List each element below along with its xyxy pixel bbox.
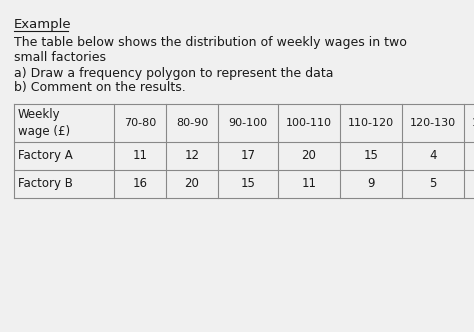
Text: 70-80: 70-80 xyxy=(124,118,156,128)
Text: 110-120: 110-120 xyxy=(348,118,394,128)
Text: 9: 9 xyxy=(367,177,375,190)
Text: 100-110: 100-110 xyxy=(286,118,332,128)
Text: 12: 12 xyxy=(184,149,200,162)
Text: 11: 11 xyxy=(301,177,317,190)
Text: 11: 11 xyxy=(133,149,147,162)
Text: a) Draw a frequency polygon to represent the data: a) Draw a frequency polygon to represent… xyxy=(14,67,334,80)
Text: b) Comment on the results.: b) Comment on the results. xyxy=(14,81,186,94)
Text: Example: Example xyxy=(14,18,72,31)
Text: 15: 15 xyxy=(364,149,378,162)
Text: 20: 20 xyxy=(301,149,317,162)
Text: 20: 20 xyxy=(184,177,200,190)
Text: 130-140: 130-140 xyxy=(472,118,474,128)
Text: The table below shows the distribution of weekly wages in two: The table below shows the distribution o… xyxy=(14,36,407,49)
Text: 17: 17 xyxy=(240,149,255,162)
Text: 15: 15 xyxy=(241,177,255,190)
Text: 80-90: 80-90 xyxy=(176,118,208,128)
Text: 16: 16 xyxy=(133,177,147,190)
Text: 5: 5 xyxy=(429,177,437,190)
Text: 90-100: 90-100 xyxy=(228,118,267,128)
Text: small factories: small factories xyxy=(14,51,106,64)
Text: 4: 4 xyxy=(429,149,437,162)
Text: Factory B: Factory B xyxy=(18,177,73,190)
Text: Weekly
wage (£): Weekly wage (£) xyxy=(18,108,70,138)
Text: 120-130: 120-130 xyxy=(410,118,456,128)
Text: Factory A: Factory A xyxy=(18,149,73,162)
